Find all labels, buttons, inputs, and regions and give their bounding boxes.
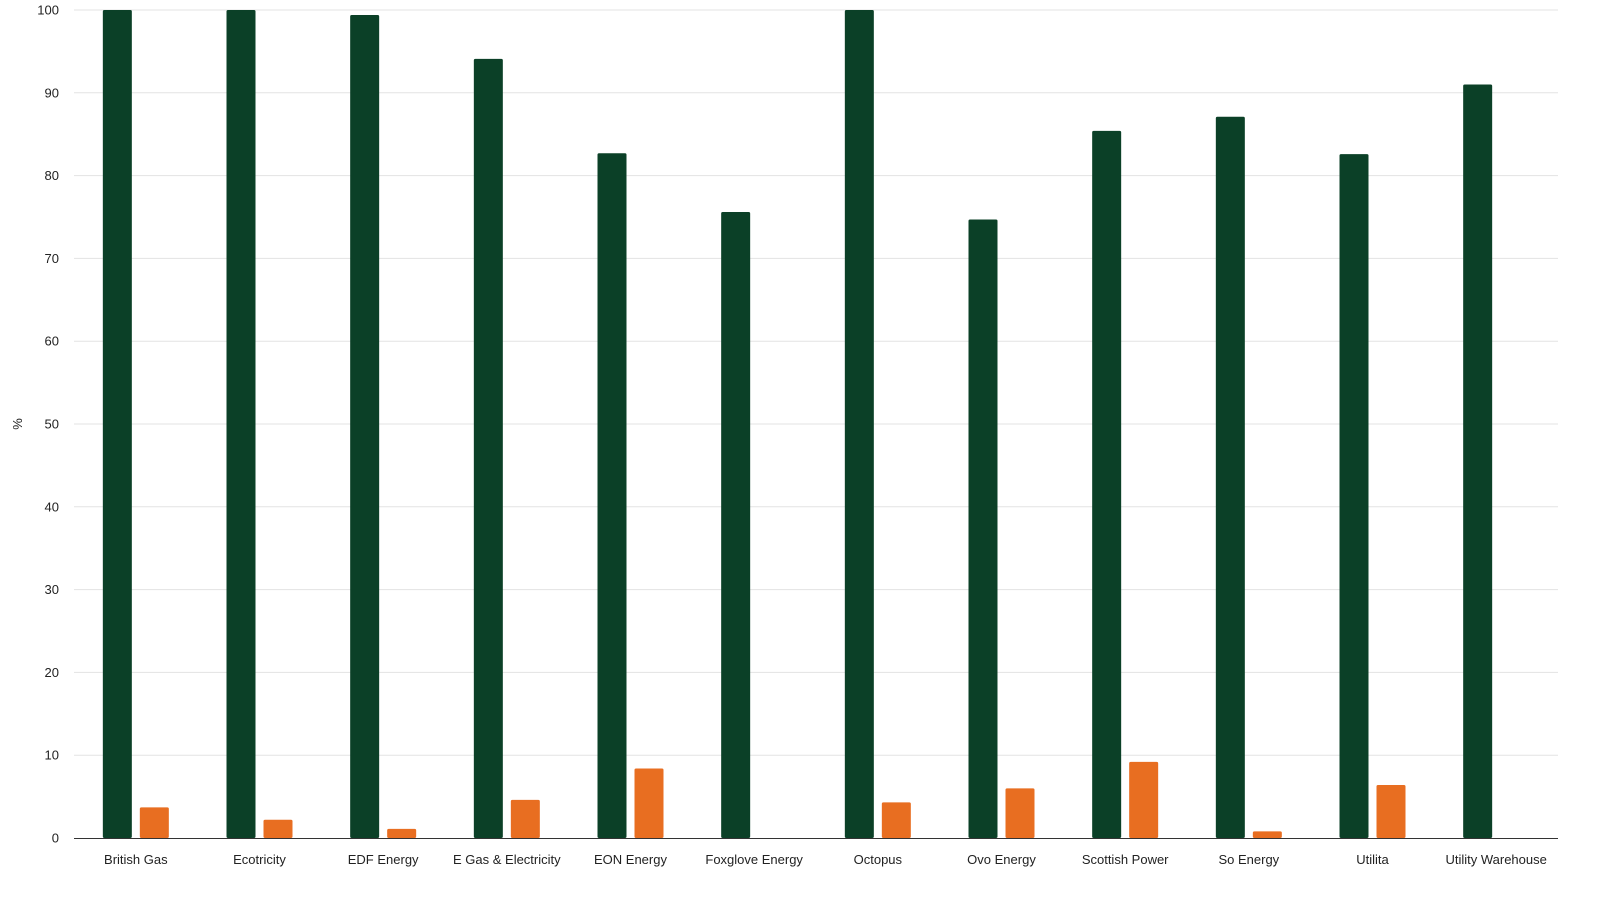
bar-series-1 bbox=[968, 219, 998, 838]
bar-series-2 bbox=[881, 802, 911, 838]
y-axis-ticks: 0 10 20 30 40 50 60 70 80 90 100 bbox=[37, 3, 59, 846]
x-tick-label: Ovo Energy bbox=[967, 852, 1036, 867]
x-tick-label: Octopus bbox=[854, 852, 903, 867]
bar-series-2 bbox=[510, 799, 540, 838]
x-tick-label: EDF Energy bbox=[348, 852, 419, 867]
bar-series-1 bbox=[844, 10, 874, 838]
bar-series-1 bbox=[226, 10, 256, 838]
bar-series-1 bbox=[1092, 130, 1122, 838]
x-tick-label: Utilita bbox=[1356, 852, 1389, 867]
y-axis-label: % bbox=[10, 418, 25, 430]
bar-series-1 bbox=[1463, 84, 1493, 838]
x-tick-label: Utility Warehouse bbox=[1445, 852, 1546, 867]
y-tick-label: 100 bbox=[37, 3, 59, 18]
y-tick-label: 20 bbox=[45, 665, 59, 680]
bar-series-2 bbox=[1252, 831, 1282, 838]
bar-series-2 bbox=[139, 807, 169, 838]
y-tick-label: 70 bbox=[45, 251, 59, 266]
x-tick-label: E Gas & Electricity bbox=[453, 852, 561, 867]
y-tick-label: 40 bbox=[45, 499, 59, 514]
bar-series-1 bbox=[102, 10, 132, 838]
bar-series-1 bbox=[1339, 154, 1369, 838]
bar-series-1 bbox=[597, 153, 627, 838]
bar-series-1 bbox=[473, 58, 503, 839]
bar-series-1 bbox=[1215, 116, 1245, 838]
x-tick-label: EON Energy bbox=[594, 852, 667, 867]
y-tick-label: 80 bbox=[45, 168, 59, 183]
x-tick-label: Foxglove Energy bbox=[705, 852, 803, 867]
grid-lines bbox=[74, 9, 1558, 756]
bar-series-2 bbox=[1376, 785, 1406, 838]
x-axis-ticks: British Gas Ecotricity EDF Energy E Gas & E… bbox=[104, 852, 1547, 867]
bar-series-2 bbox=[1005, 788, 1035, 838]
x-tick-label: So Energy bbox=[1218, 852, 1279, 867]
bars bbox=[102, 10, 1493, 839]
bar-series-1 bbox=[721, 212, 751, 839]
y-tick-label: 0 bbox=[52, 831, 59, 846]
y-tick-label: 60 bbox=[45, 334, 59, 349]
bar-series-2 bbox=[634, 768, 664, 838]
x-tick-label: British Gas bbox=[104, 852, 168, 867]
x-tick-label: Scottish Power bbox=[1082, 852, 1169, 867]
y-tick-label: 90 bbox=[45, 85, 59, 100]
bar-series-2 bbox=[263, 819, 293, 838]
bar-series-2 bbox=[1129, 761, 1159, 838]
y-tick-label: 50 bbox=[45, 417, 59, 432]
x-tick-label: Ecotricity bbox=[233, 852, 286, 867]
bar-series-1 bbox=[350, 14, 380, 838]
bar-series-2 bbox=[387, 828, 417, 838]
y-tick-label: 30 bbox=[45, 582, 59, 597]
y-tick-label: 10 bbox=[45, 748, 59, 763]
